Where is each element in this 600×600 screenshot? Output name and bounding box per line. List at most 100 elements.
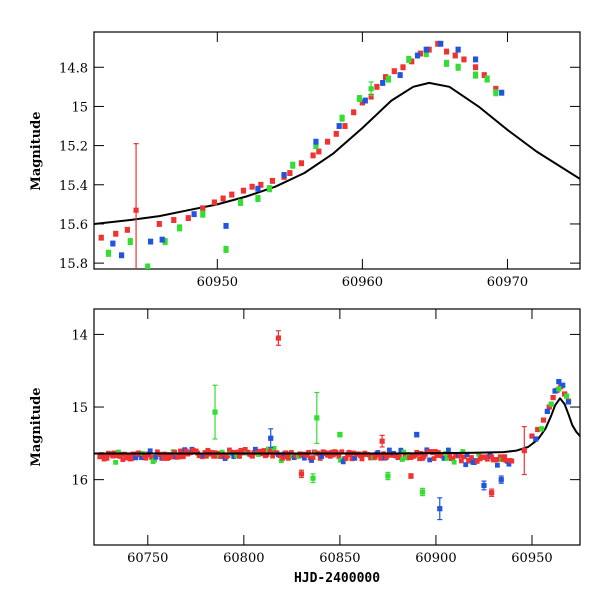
full-green-band-point [476, 451, 482, 457]
full-blue-band-point [301, 455, 307, 461]
full-x-tick-label: 60900 [415, 551, 456, 566]
full-green-band-point [234, 453, 240, 459]
full-red-band-point [180, 454, 186, 460]
zoom-green-point [472, 72, 479, 78]
full-red-band-point [378, 455, 384, 461]
zoom-blue-point [336, 123, 342, 129]
full-band-layer [97, 445, 515, 468]
full-axis-ticks: 60750 60800 60850 60900 60950 14 15 16 [71, 309, 580, 566]
zoom-plot-frame [93, 31, 581, 270]
full-red-band-point [458, 458, 464, 464]
zoom-red-point [435, 41, 441, 47]
zoom-red-point [391, 68, 397, 74]
full-red-band-point [172, 449, 178, 455]
zoom-red-point [171, 217, 177, 223]
full-red-band-point [101, 456, 107, 462]
full-red-band-point [100, 454, 106, 459]
zoom-red-point [220, 195, 226, 202]
full-green-band-point [296, 453, 301, 459]
full-blue-band-point [464, 452, 470, 458]
zoom-blue-point [397, 72, 403, 78]
full-red-band-point [307, 455, 313, 461]
full-red-band-point [509, 458, 515, 464]
full-blue-band-point [506, 461, 512, 467]
full-red-band-point [268, 448, 274, 454]
full-green-band-point [401, 449, 407, 455]
full-red-band-point [359, 456, 365, 462]
zoom-model-layer [94, 81, 580, 225]
zoom-blue-point [223, 223, 229, 229]
zoom-red-point [333, 131, 339, 137]
full-green-peak-point [548, 401, 554, 407]
zoom-red-point [133, 207, 139, 213]
full-blue-outlier-point [481, 482, 487, 489]
zoom-red-point [229, 191, 235, 198]
full-red-band-point [376, 452, 382, 458]
zoom-green-point [356, 95, 363, 102]
full-red-band-point [497, 454, 503, 460]
zoom-red-point [374, 84, 380, 90]
full-model-curve [94, 397, 580, 455]
zoom-points-layer [98, 40, 505, 269]
full-red-peak-point [540, 417, 547, 423]
zoom-y-tick-label: 15.2 [59, 140, 88, 155]
zoom-green-point [290, 162, 296, 168]
full-red-outlier-point [521, 448, 527, 454]
full-red-band-point [131, 452, 137, 458]
full-green-band-point [444, 455, 450, 461]
full-y-tick-label: 16 [71, 474, 88, 489]
zoom-blue-point [499, 90, 505, 96]
full-red-band-point [242, 446, 248, 452]
zoom-red-point [443, 48, 450, 55]
full-red-band-point [261, 448, 267, 453]
zoom-y-tick-label: 14.8 [59, 61, 88, 76]
full-blue-outlier-point [414, 432, 420, 438]
full-blue-band-point [463, 462, 469, 468]
full-red-band-point [310, 455, 316, 460]
full-blue-band-point [352, 455, 358, 461]
full-red-band-point [348, 452, 353, 457]
full-red-band-point [500, 456, 506, 462]
zoom-red-point [351, 109, 357, 115]
zoom-blue-point [423, 47, 429, 53]
full-red-band-point [434, 453, 440, 458]
full-red-band-point [235, 449, 241, 455]
full-red-band-point [457, 453, 463, 459]
full-red-band-point [343, 456, 349, 461]
zoom-x-tick-label: 60960 [342, 275, 383, 290]
full-red-band-point [288, 450, 294, 455]
full-green-band-point [460, 449, 466, 454]
full-red-band-point [227, 447, 232, 453]
full-red-band-point [502, 454, 508, 459]
full-red-band-point [229, 449, 235, 455]
full-blue-band-point [494, 462, 500, 468]
zoom-red-point [481, 72, 487, 78]
full-green-outlier-point [212, 409, 218, 415]
zoom-red-point [417, 50, 424, 57]
zoom-green-point [313, 143, 319, 149]
full-green-outlier-point [310, 475, 316, 481]
zoom-red-point [342, 123, 348, 129]
full-blue-peak-point [556, 379, 562, 385]
full-red-band-point [203, 453, 209, 459]
zoom-green-point [255, 195, 261, 202]
full-red-band-point [225, 453, 231, 458]
full-red-band-point [329, 449, 335, 455]
full-green-band-point [404, 455, 410, 461]
full-red-band-point [286, 455, 291, 461]
zoom-green-point [493, 90, 499, 96]
zoom-green-point [127, 238, 133, 245]
zoom-red-point [269, 178, 276, 184]
full-green-peak-point [538, 426, 545, 432]
full-red-band-point [306, 449, 312, 455]
full-red-band-point [447, 452, 453, 458]
full-blue-band-point [427, 457, 433, 463]
full-red-band-point [402, 452, 408, 458]
zoom-blue-point [147, 238, 154, 245]
full-panel: 60750 60800 60850 60900 60950 14 15 16 Magnitud… [29, 308, 581, 586]
zoom-blue-point [255, 186, 261, 192]
full-blue-outlier-point [268, 435, 274, 441]
full-green-band-point [399, 457, 405, 462]
zoom-red-point [298, 160, 305, 166]
full-red-band-point [104, 455, 110, 461]
